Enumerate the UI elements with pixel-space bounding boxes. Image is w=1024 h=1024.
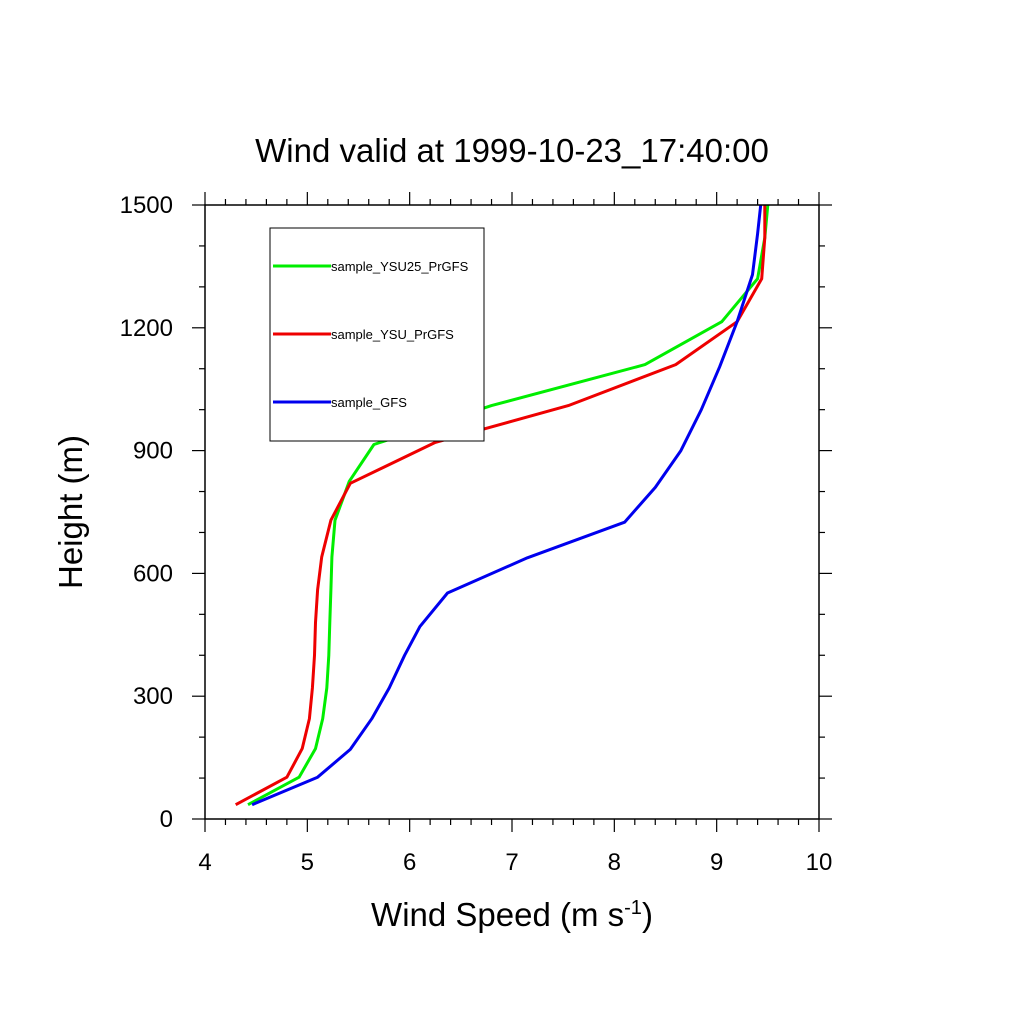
x-tick-label: 10 bbox=[806, 849, 833, 876]
x-axis-title: Wind Speed (m s-1) bbox=[371, 896, 653, 933]
y-tick-label: 300 bbox=[133, 683, 173, 710]
legend: sample_YSU25_PrGFS sample_YSU_PrGFSsample… bbox=[269, 227, 485, 442]
legend-entries: sample_YSU25_PrGFS sample_YSU_PrGFSsample… bbox=[273, 259, 469, 410]
y-tick-label: 0 bbox=[160, 806, 173, 833]
y-tick-label: 1500 bbox=[120, 192, 173, 219]
x-axis-title-superscript: -1 bbox=[624, 897, 642, 919]
y-tick-label: 900 bbox=[133, 438, 173, 465]
y-tick-labels: 0 300 600 900 1200 1500 bbox=[120, 192, 173, 833]
axis-ticks bbox=[192, 192, 832, 832]
series-lines bbox=[234, 204, 770, 807]
x-tick-label: 6 bbox=[403, 849, 416, 876]
series-line-sample_YSU25_PrGFS bbox=[247, 204, 770, 807]
x-tick-labels: 4 5 6 7 8 9 10 bbox=[198, 849, 832, 876]
series-line-sample_GFS bbox=[251, 204, 763, 807]
x-tick-label: 9 bbox=[710, 849, 723, 876]
x-tick-label: 8 bbox=[608, 849, 621, 876]
x-tick-label: 7 bbox=[505, 849, 518, 876]
x-tick-label: 4 bbox=[198, 849, 211, 876]
x-axis-title-main: Wind Speed (m s bbox=[371, 896, 624, 933]
legend-label-sample_YSU_PrGFS: sample_YSU_PrGFS bbox=[331, 327, 454, 342]
y-tick-label: 1200 bbox=[120, 315, 173, 342]
x-axis-title-end: ) bbox=[642, 896, 653, 933]
y-axis-title: Height (m) bbox=[52, 435, 89, 589]
series-line-sample_YSU_PrGFS bbox=[234, 205, 767, 807]
y-tick-label: 600 bbox=[133, 560, 173, 587]
legend-label-sample_GFS: sample_GFS bbox=[331, 395, 407, 410]
legend-label-sample_YSU25_PrGFS: sample_YSU25_PrGFS bbox=[331, 259, 469, 274]
chart-title: Wind valid at 1999-10-23_17:40:00 bbox=[255, 132, 769, 169]
x-tick-label: 5 bbox=[301, 849, 314, 876]
